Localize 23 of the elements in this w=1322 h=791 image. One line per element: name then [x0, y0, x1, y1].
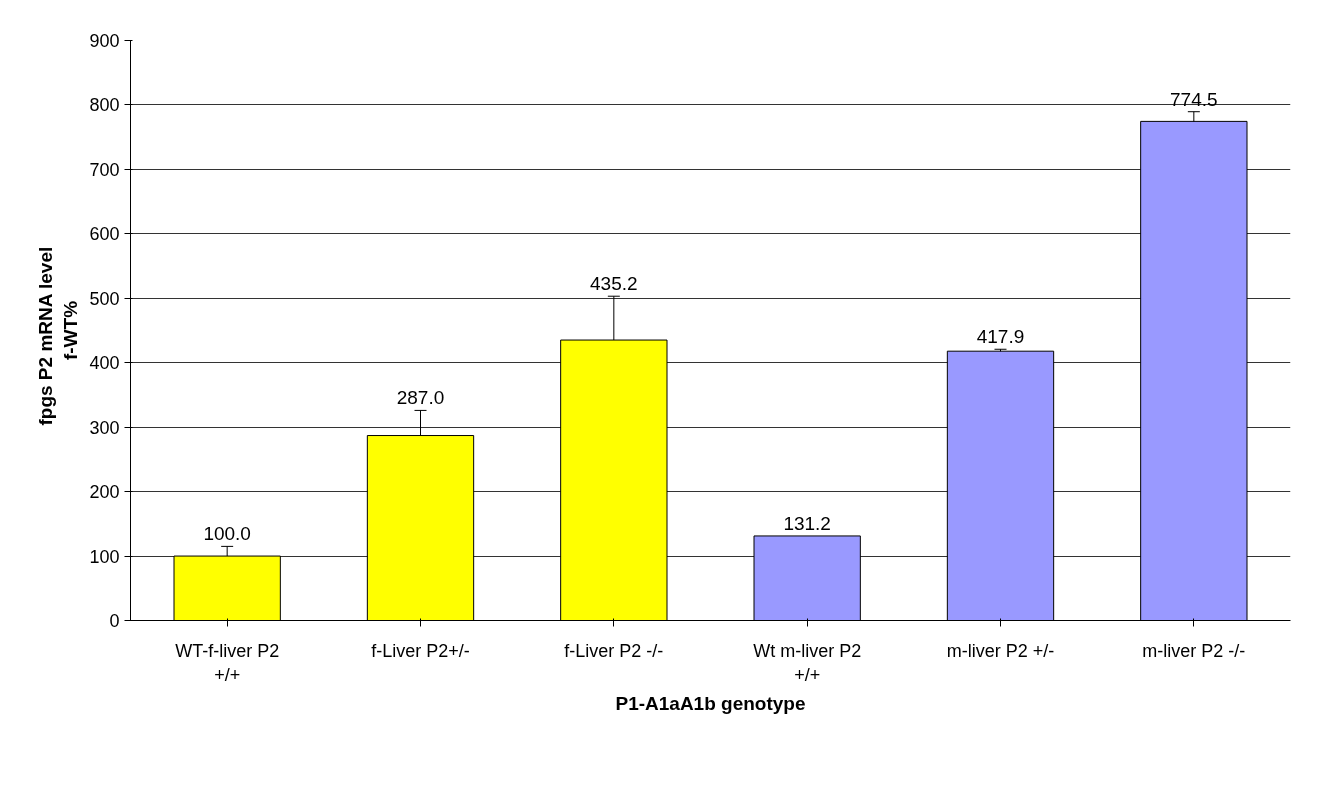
x-axis-title: P1-A1aA1b genotype — [615, 692, 806, 714]
y-tick-label: 500 — [89, 288, 120, 309]
y-tick-label: 800 — [89, 95, 120, 116]
y-tick-label: 400 — [89, 353, 120, 374]
x-tick-label: WT-f-liver P2 +/+ — [175, 640, 280, 685]
x-tick-label: Wt m-liver P2 +/+ — [753, 640, 862, 685]
data-label: 435.2 — [590, 273, 638, 295]
data-label: 417.9 — [976, 326, 1025, 348]
data-label: 131.2 — [783, 512, 831, 534]
y-tick-label: 0 — [109, 611, 120, 631]
y-tick-label: 200 — [89, 482, 120, 503]
y-axis-title: fpgs P2 mRNA level f-WT% — [35, 246, 82, 426]
data-label: 287.0 — [396, 387, 445, 409]
data-label: 100.0 — [203, 523, 251, 545]
x-tick-label: m-liver P2 +/- — [946, 640, 1055, 661]
y-tick-label: 700 — [89, 159, 120, 180]
x-tick-label: f-Liver P2 -/- — [564, 640, 664, 661]
y-tick-label: 300 — [89, 417, 120, 438]
y-tick-label: 100 — [89, 546, 120, 567]
x-tick-label: f-Liver P2+/- — [371, 640, 470, 661]
x-tick-label: m-liver P2 -/- — [1142, 640, 1246, 661]
y-tick-label: 600 — [89, 224, 120, 245]
y-tick-label: 900 — [89, 31, 120, 51]
